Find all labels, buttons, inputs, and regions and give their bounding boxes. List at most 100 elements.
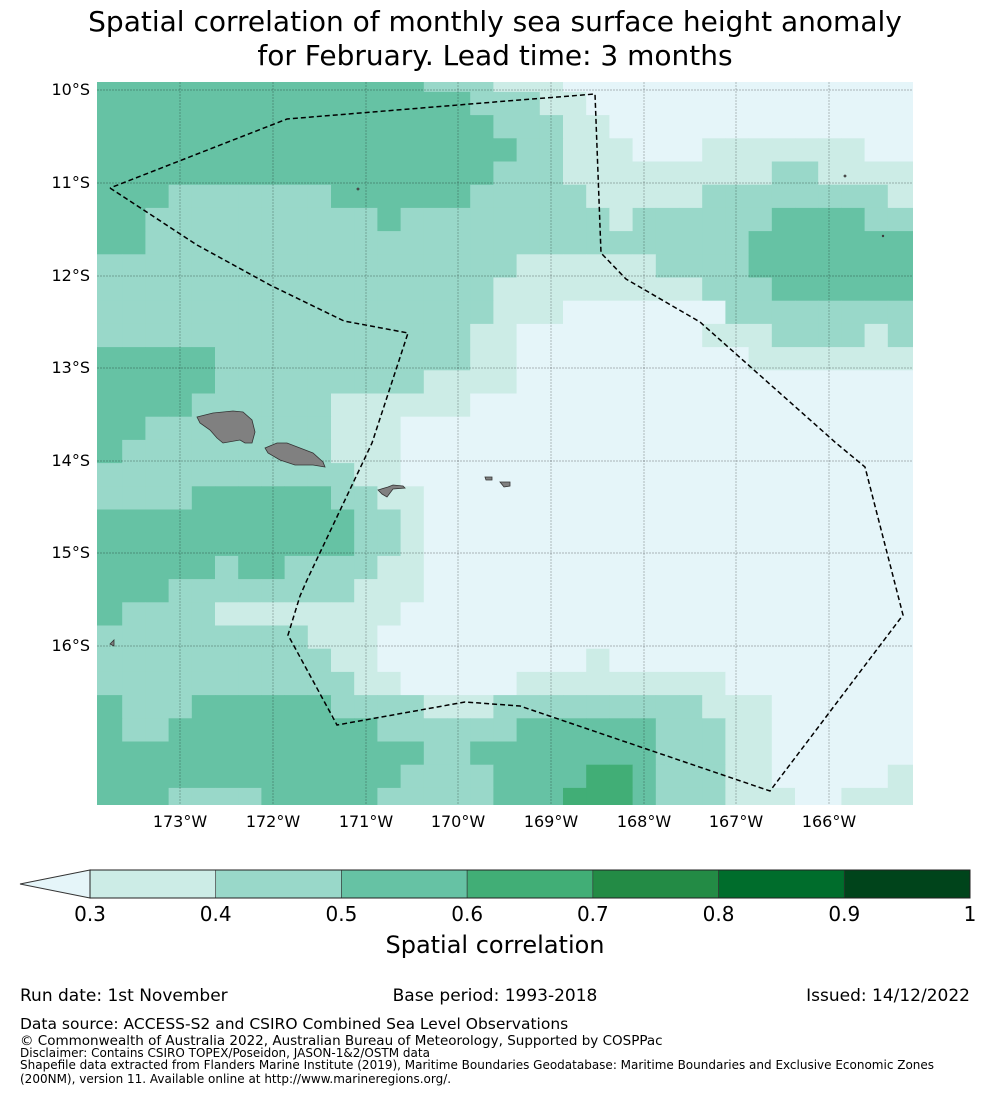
heatmap-cell (725, 463, 749, 487)
heatmap-cell (586, 509, 610, 534)
heatmap-cell (493, 300, 517, 325)
heatmap-cell (702, 486, 726, 510)
heatmap-cell (168, 323, 193, 348)
heatmap-cell (632, 741, 657, 766)
heatmap-cell (423, 579, 448, 603)
heatmap-cell (493, 161, 517, 186)
heatmap-cell (238, 82, 262, 93)
heatmap-cell (97, 439, 123, 464)
heatmap-cell (97, 277, 123, 302)
colorbar-tick: 0.7 (576, 902, 609, 926)
heatmap-cell (122, 323, 146, 348)
heatmap-cell (354, 439, 378, 464)
heatmap-cell (122, 184, 146, 209)
heatmap-cell (586, 695, 610, 719)
heatmap-cell (563, 91, 587, 116)
heatmap-cell (795, 555, 819, 580)
heatmap-cell (97, 184, 123, 209)
heatmap-cell (122, 277, 146, 302)
islet (881, 234, 885, 238)
heatmap-cell (725, 300, 749, 325)
heatmap-cell (702, 416, 726, 441)
heatmap-cell (331, 393, 355, 418)
heatmap-cell (539, 82, 564, 93)
heatmap-cell (725, 91, 749, 116)
heatmap-cell (795, 231, 819, 255)
heatmap-cell (447, 695, 471, 719)
heatmap-cell (795, 532, 819, 557)
heatmap-cell (563, 486, 587, 510)
heatmap-cell (841, 323, 865, 348)
heatmap-cell (400, 741, 425, 766)
heatmap-cell (864, 300, 889, 325)
heatmap-cell (354, 300, 378, 325)
heatmap-cell (725, 695, 749, 719)
heatmap-cell (400, 82, 425, 93)
heatmap-cell (725, 161, 749, 186)
heatmap-cell (493, 671, 517, 696)
heatmap-cell (771, 416, 796, 441)
heatmap-cell (238, 579, 262, 603)
heatmap-cell (632, 254, 657, 278)
heatmap-cell (331, 764, 355, 789)
heatmap-cell (238, 463, 262, 487)
heatmap-cell (145, 509, 169, 534)
heatmap-cell (632, 184, 657, 209)
heatmap-cell (470, 463, 494, 487)
heatmap-cell (400, 532, 425, 557)
heatmap-cell (632, 231, 657, 255)
heatmap-cell (97, 787, 123, 805)
heatmap-cell (609, 555, 633, 580)
heatmap-cell (470, 439, 494, 464)
heatmap-cell (122, 347, 146, 371)
heatmap-cell (655, 277, 680, 302)
heatmap-cell (539, 416, 564, 441)
heatmap-cell (284, 787, 309, 805)
heatmap-cell (470, 671, 494, 696)
heatmap-cell (261, 82, 285, 93)
heatmap-cell (702, 184, 726, 209)
heatmap-cell (423, 532, 448, 557)
heatmap-cell (679, 671, 703, 696)
run-date: Run date: 1st November (20, 986, 228, 1006)
heatmap-cell (97, 370, 123, 394)
graticule (97, 82, 913, 805)
heatmap-cell (238, 764, 262, 789)
heatmap-cell (679, 486, 703, 510)
heatmap-cell (168, 486, 193, 510)
heatmap-cell (400, 323, 425, 348)
heatmap-cell (655, 91, 680, 116)
heatmap-cell (725, 347, 749, 371)
island-savaii (196, 410, 256, 444)
heatmap-cell (516, 207, 541, 232)
heatmap-cell (864, 207, 889, 232)
heatmap-cell (284, 579, 309, 603)
heatmap-cell (377, 254, 401, 278)
heatmap-cell (539, 555, 564, 580)
heatmap-cell (377, 625, 401, 650)
heatmap-cell (586, 579, 610, 603)
heatmap-cell (400, 648, 425, 673)
heatmap-cell (447, 764, 471, 789)
heatmap-cell (702, 138, 726, 162)
heatmap-cell (841, 138, 865, 162)
heatmap-cell (145, 671, 169, 696)
heatmap-cell (493, 277, 517, 302)
heatmap-cell (470, 718, 494, 742)
heatmap-cell (539, 579, 564, 603)
heatmap-cell (864, 671, 889, 696)
heatmap-cell (818, 277, 842, 302)
heatmap-cell (563, 463, 587, 487)
heatmap-cell (331, 695, 355, 719)
heatmap-cell (400, 277, 425, 302)
heatmap-cell (447, 579, 471, 603)
heatmap-cell (377, 161, 401, 186)
heatmap-cell (423, 82, 448, 93)
heatmap-cell (238, 115, 262, 139)
heatmap-cell (307, 207, 332, 232)
heatmap-cell (307, 509, 332, 534)
heatmap-cell (331, 532, 355, 557)
heatmap-cell (539, 509, 564, 534)
heatmap-cell (238, 277, 262, 302)
heatmap-cell (423, 787, 448, 805)
